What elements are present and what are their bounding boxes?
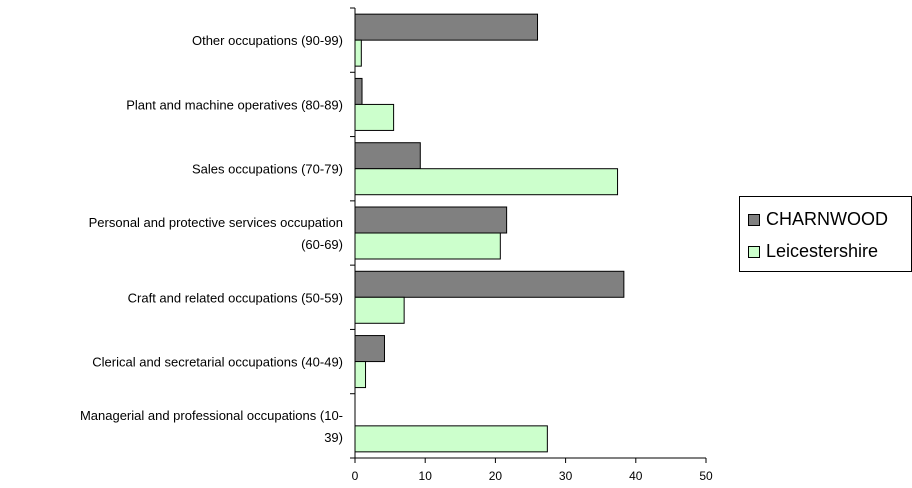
bar-charnwood-5: [354, 335, 385, 363]
category-label: Other occupations (90-99): [192, 33, 343, 48]
bar-charnwood-4: [354, 270, 625, 298]
bar-charnwood-1: [354, 77, 363, 105]
bar-leicestershire-2: [354, 168, 619, 196]
bar-leicestershire-1: [354, 103, 395, 131]
bar-leicestershire-6: [354, 425, 548, 453]
x-tick-label: 10: [419, 469, 433, 483]
bar-charnwood-3: [354, 206, 508, 234]
bar-leicestershire-5: [354, 361, 367, 389]
category-label: Clerical and secretarial occupations (40…: [92, 355, 343, 370]
bar-leicestershire-0: [354, 39, 362, 67]
category-label: Personal and protective services occupat…: [89, 215, 343, 230]
legend-swatch-leicestershire: [748, 245, 760, 258]
category-label: (60-69): [301, 237, 343, 252]
x-tick-label: 30: [559, 469, 573, 483]
category-labels: Other occupations (90-99) Plant and machi…: [80, 33, 343, 445]
category-label: Sales occupations (70-79): [192, 162, 343, 177]
x-tick-label: 20: [489, 469, 503, 483]
legend-swatch-charnwood: [748, 213, 760, 226]
legend-item-charnwood: CHARNWOOD: [748, 209, 888, 230]
legend: CHARNWOOD Leicestershire: [739, 196, 912, 272]
x-tick-label: 50: [699, 469, 713, 483]
bar-charnwood-2: [354, 142, 421, 170]
legend-item-leicestershire: Leicestershire: [748, 241, 878, 262]
x-tick-label: 0: [352, 469, 359, 483]
x-tick-label: 40: [629, 469, 643, 483]
category-label: Plant and machine operatives (80-89): [126, 97, 343, 112]
bar-leicestershire-3: [354, 232, 501, 260]
bar-charnwood-0: [354, 13, 539, 41]
bar-leicestershire-4: [354, 296, 405, 324]
category-label: Craft and related occupations (50-59): [128, 290, 343, 305]
axes: 0 10 20 30 40 50: [350, 7, 713, 483]
legend-label-charnwood: CHARNWOOD: [766, 209, 888, 229]
bars: [354, 13, 625, 453]
category-label: 39): [324, 430, 343, 445]
category-label: Managerial and professional occupations …: [80, 408, 343, 423]
legend-label-leicestershire: Leicestershire: [766, 241, 879, 261]
